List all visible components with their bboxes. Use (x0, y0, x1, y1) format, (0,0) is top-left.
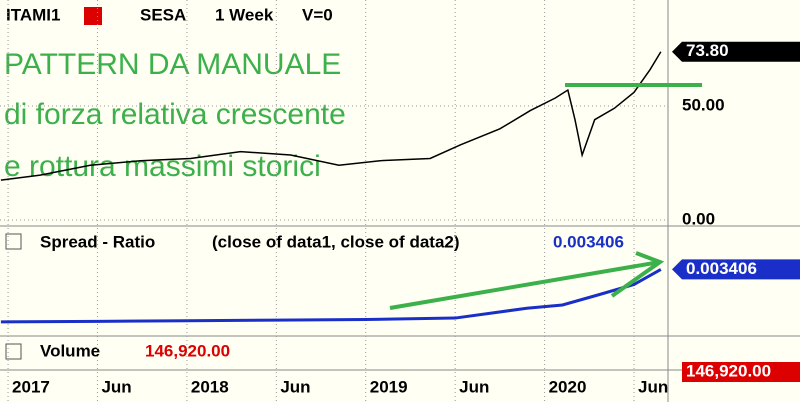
panel-value: 0.003406 (553, 232, 624, 251)
x-tick-label: 2020 (549, 377, 587, 396)
header: ITAMI1 SESA 1 Week V=0 (6, 5, 333, 25)
x-tick-label: 2018 (191, 377, 229, 396)
y-tick-label: 50.00 (682, 95, 725, 114)
panel-subtitle: (close of data1, close of data2) (212, 232, 460, 251)
close-box[interactable] (5, 233, 22, 250)
x-tick-label: Jun (638, 377, 668, 396)
series-line (0, 51, 662, 181)
volume-setting: V=0 (302, 5, 333, 24)
menu-icon[interactable] (84, 7, 102, 25)
symbol: ITAMI1 (6, 5, 60, 24)
drawn-line (610, 251, 665, 298)
series-line (0, 268, 662, 324)
value-flag (672, 41, 800, 62)
annotation: e rottura massimi storici (4, 150, 321, 183)
annotation: PATTERN DA MANUALE (4, 48, 341, 81)
symbol2: SESA (140, 5, 186, 24)
value-flag-label: 73.80 (686, 41, 729, 60)
value-flag-label: 0.003406 (686, 259, 757, 278)
drawn-line (389, 260, 661, 310)
annotation: di forza relativa crescente (4, 98, 346, 131)
close-box[interactable] (5, 343, 22, 360)
x-tick-label: Jun (101, 377, 131, 396)
interval: 1 Week (215, 5, 274, 24)
value-flag-label: 146,920.00 (686, 361, 771, 380)
x-tick-label: 2017 (12, 377, 50, 396)
panel-title: Volume (40, 341, 100, 360)
panel-title: Spread - Ratio (40, 232, 155, 251)
x-tick-label: Jun (280, 377, 310, 396)
y-tick-label: 0.00 (682, 209, 715, 228)
x-tick-label: 2019 (370, 377, 408, 396)
value-flag (682, 362, 800, 382)
value-flag (672, 259, 800, 280)
panel-value: 146,920.00 (145, 341, 230, 360)
x-tick-label: Jun (459, 377, 489, 396)
